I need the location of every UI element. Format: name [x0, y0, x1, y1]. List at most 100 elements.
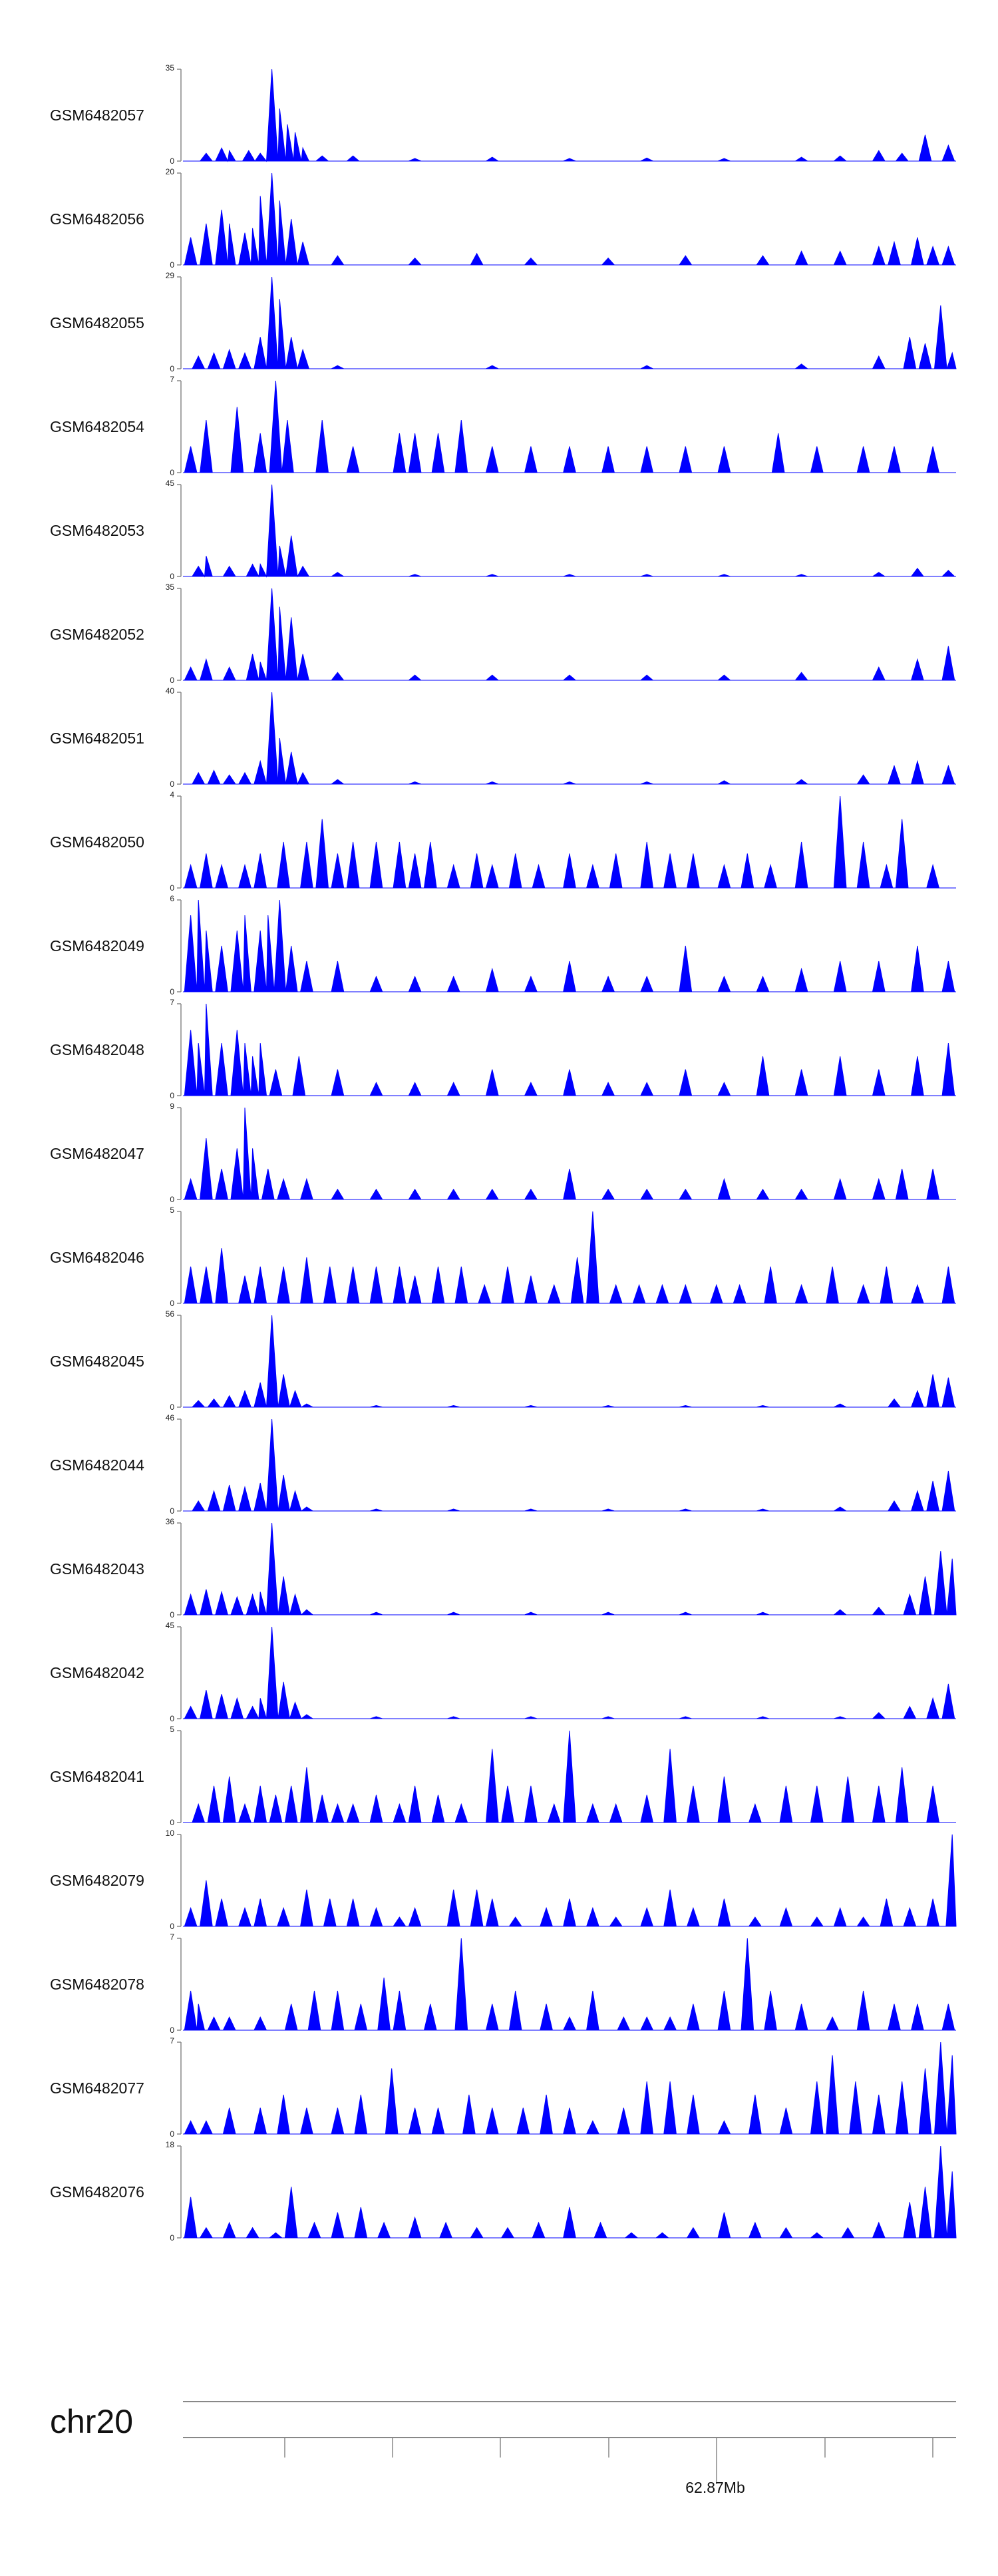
y-min-label: 0 — [170, 1610, 174, 1619]
track-label: GSM6482050 — [50, 833, 144, 851]
track-label: GSM6482078 — [50, 1976, 144, 1993]
track-area — [183, 1522, 957, 1615]
y-min-label: 0 — [170, 364, 174, 373]
track-label: GSM6482044 — [50, 1456, 144, 1474]
track-area — [183, 1107, 956, 1200]
y-max-label: 5 — [170, 1205, 174, 1215]
track-label: GSM6482049 — [50, 937, 144, 955]
y-max-label: 7 — [170, 1932, 174, 1942]
y-max-label: 7 — [170, 2036, 174, 2045]
track-area — [183, 692, 956, 785]
y-min-label: 0 — [170, 156, 174, 166]
track-area — [183, 2041, 957, 2135]
y-min-label: 0 — [170, 260, 174, 270]
track-GSM6482055: GSM6482055 29 0 — [50, 271, 957, 373]
y-min-label: 0 — [170, 1195, 174, 1204]
track-area — [183, 69, 956, 162]
track-label: GSM6482054 — [50, 418, 144, 435]
y-max-label: 4 — [170, 790, 174, 799]
y-min-label: 0 — [170, 883, 174, 893]
track-area — [183, 380, 956, 473]
y-max-label: 29 — [166, 271, 175, 280]
track-label: GSM6482041 — [50, 1768, 144, 1785]
track-GSM6482052: GSM6482052 35 0 — [50, 582, 956, 685]
y-max-label: 10 — [166, 1828, 175, 1838]
track-label: GSM6482052 — [50, 626, 144, 643]
y-max-label: 7 — [170, 375, 174, 384]
track-area — [183, 1418, 956, 1512]
track-GSM6482051: GSM6482051 40 0 — [50, 686, 956, 789]
track-GSM6482056: GSM6482056 20 0 — [50, 167, 956, 270]
track-label: GSM6482045 — [50, 1353, 144, 1370]
y-min-label: 0 — [170, 572, 174, 581]
track-GSM6482079: GSM6482079 10 0 — [50, 1828, 957, 1931]
track-GSM6482078: GSM6482078 7 0 — [50, 1932, 956, 2035]
track-area — [183, 276, 957, 369]
track-label: GSM6482057 — [50, 107, 144, 124]
y-max-label: 36 — [166, 1517, 175, 1526]
y-min-label: 0 — [170, 2026, 174, 2035]
track-label: GSM6482051 — [50, 730, 144, 747]
y-min-label: 0 — [170, 1506, 174, 1516]
track-label: GSM6482056 — [50, 210, 144, 228]
y-max-label: 56 — [166, 1309, 175, 1319]
track-area — [183, 484, 956, 578]
track-area — [183, 1834, 957, 1927]
y-max-label: 35 — [166, 582, 175, 592]
y-max-label: 40 — [166, 686, 175, 696]
y-min-label: 0 — [170, 1299, 174, 1308]
track-label: GSM6482053 — [50, 522, 144, 539]
track-area — [183, 1211, 956, 1304]
track-GSM6482044: GSM6482044 46 0 — [50, 1413, 956, 1516]
y-min-label: 0 — [170, 1922, 174, 1931]
y-min-label: 0 — [170, 1091, 174, 1100]
track-GSM6482043: GSM6482043 36 0 — [50, 1517, 957, 1619]
position-label: 62.87Mb — [685, 2479, 745, 2496]
y-min-label: 0 — [170, 1402, 174, 1412]
track-label: GSM6482055 — [50, 314, 144, 331]
track-label: GSM6482043 — [50, 1560, 144, 1578]
track-GSM6482047: GSM6482047 9 0 — [50, 1102, 956, 1204]
y-max-label: 6 — [170, 894, 174, 903]
track-label: GSM6482047 — [50, 1145, 144, 1162]
track-GSM6482048: GSM6482048 7 0 — [50, 998, 956, 1100]
track-label: GSM6482046 — [50, 1249, 144, 1266]
chromosome-ruler: chr20 62.87Mb — [50, 2401, 956, 2496]
track-GSM6482050: GSM6482050 4 0 — [50, 790, 956, 893]
y-min-label: 0 — [170, 1818, 174, 1827]
y-max-label: 5 — [170, 1725, 174, 1734]
y-max-label: 35 — [166, 63, 175, 73]
track-GSM6482054: GSM6482054 7 0 — [50, 375, 956, 477]
track-GSM6482049: GSM6482049 6 0 — [50, 894, 956, 996]
ruler-ticks — [284, 2438, 933, 2484]
y-max-label: 45 — [166, 1621, 175, 1630]
track-GSM6482057: GSM6482057 35 0 — [50, 63, 956, 166]
track-GSM6482077: GSM6482077 7 0 — [50, 2036, 957, 2139]
y-max-label: 7 — [170, 998, 174, 1007]
track-area — [183, 1626, 956, 1720]
track-label: GSM6482048 — [50, 1041, 144, 1058]
track-label: GSM6482079 — [50, 1872, 144, 1889]
y-min-label: 0 — [170, 779, 174, 789]
track-GSM6482045: GSM6482045 56 0 — [50, 1309, 956, 1412]
track-area — [183, 1938, 956, 2031]
track-area — [183, 1730, 956, 1823]
y-min-label: 0 — [170, 676, 174, 685]
y-max-label: 20 — [166, 167, 175, 176]
track-area — [183, 795, 956, 889]
track-label: GSM6482076 — [50, 2183, 144, 2201]
y-min-label: 0 — [170, 2129, 174, 2139]
track-area — [183, 172, 956, 266]
track-area — [183, 588, 956, 681]
track-area — [183, 1003, 956, 1096]
track-GSM6482076: GSM6482076 18 0 — [50, 2140, 957, 2243]
track-GSM6482053: GSM6482053 45 0 — [50, 479, 956, 581]
track-GSM6482042: GSM6482042 45 0 — [50, 1621, 956, 1723]
track-area — [183, 1315, 956, 1408]
track-label: GSM6482042 — [50, 1664, 144, 1681]
y-max-label: 18 — [166, 2140, 175, 2149]
track-label: GSM6482077 — [50, 2079, 144, 2097]
y-min-label: 0 — [170, 987, 174, 996]
y-max-label: 45 — [166, 479, 175, 488]
